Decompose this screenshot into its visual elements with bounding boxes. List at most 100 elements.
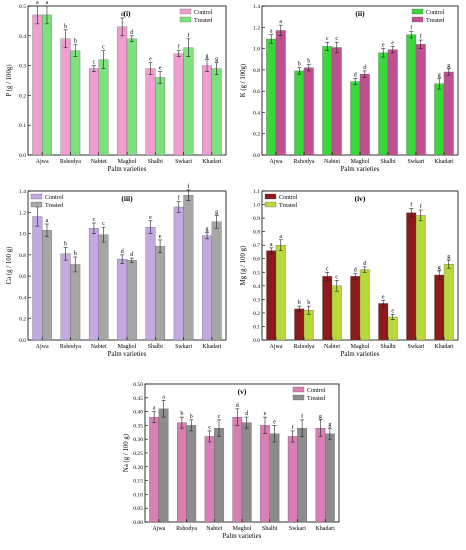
significance-letter: g <box>215 57 218 63</box>
x-tick-label: Rshodya <box>294 159 315 165</box>
significance-letter: a <box>279 19 282 25</box>
y-tick-label: 1.0 <box>253 203 260 209</box>
y-tick-label: 0.0 <box>253 338 260 344</box>
legend-label: Control <box>194 10 213 16</box>
bar <box>406 34 417 156</box>
significance-letter: e <box>391 40 394 46</box>
significance-letter: e <box>149 215 152 221</box>
chart-panel: 0.00 0.05 0.10 0.15 0.20 0.25 0.30 0.35 0.40 0.45… <box>123 382 340 540</box>
y-tick-label: 0.2 <box>253 132 260 138</box>
bar <box>406 212 417 341</box>
significance-letter: f <box>420 203 422 210</box>
y-tick-label: 0.9 <box>253 216 260 222</box>
legend-label: Treated <box>426 18 444 24</box>
significance-letter: a <box>270 242 273 248</box>
y-tick-label: 0.4 <box>253 284 260 290</box>
significance-letter: f <box>292 424 294 431</box>
significance-letter: e <box>382 295 385 301</box>
y-tick-label: 1.0 <box>253 47 260 53</box>
bar <box>126 260 137 341</box>
bar <box>434 274 445 341</box>
bar <box>269 433 280 523</box>
significance-letter: c <box>208 425 211 431</box>
x-tick-label: Maghol <box>118 344 137 350</box>
bar <box>214 428 224 523</box>
bar <box>275 30 286 156</box>
significance-letter: f <box>178 44 180 51</box>
bar <box>155 77 166 156</box>
significance-letter: a <box>153 406 156 412</box>
x-tick-label: Maghol <box>351 344 370 350</box>
y-tick-label: 0.8 <box>19 253 26 259</box>
bar <box>183 195 194 341</box>
y-tick-label: 1.2 <box>253 25 260 31</box>
legend-swatch <box>292 386 305 393</box>
significance-letter: d <box>245 411 248 417</box>
bar <box>378 303 389 341</box>
x-tick-label: Swkari <box>289 526 306 532</box>
x-tick-label: Rshodya <box>176 526 197 532</box>
bar <box>331 285 342 341</box>
y-tick-label: 0.45 <box>133 396 143 402</box>
bar <box>387 49 398 156</box>
x-tick-label: Ajwa <box>270 344 283 350</box>
x-tick-label: Nabtet <box>324 159 340 165</box>
bar <box>350 81 361 156</box>
bar <box>126 38 137 156</box>
bar <box>443 71 454 156</box>
bar <box>275 245 286 341</box>
bar <box>315 428 326 523</box>
significance-letter: b <box>298 62 301 68</box>
panel-label: (iv) <box>355 194 366 203</box>
bar <box>303 310 314 341</box>
y-tick-label: 0.3 <box>253 297 260 303</box>
significance-letter: c <box>102 221 105 227</box>
y-tick-label: 1.4 <box>19 189 26 195</box>
significance-letter: c <box>335 36 338 42</box>
bar <box>32 14 43 156</box>
legend-label: Treated <box>45 203 63 209</box>
bar <box>145 68 156 156</box>
x-tick-label: Swkari <box>175 344 192 350</box>
bar <box>145 227 156 341</box>
x-tick-label: Ajwa <box>36 159 49 165</box>
bar <box>41 14 52 156</box>
x-tick-label: Ajwa <box>152 526 165 532</box>
y-tick-label: 0.1 <box>19 123 26 129</box>
bar <box>60 253 71 341</box>
legend-swatch <box>411 16 424 23</box>
y-axis-label: Ca (g / 100 g) <box>6 247 13 285</box>
significance-letter: b <box>180 411 183 417</box>
x-tick-label: Shalbi <box>262 526 278 532</box>
bar <box>322 276 333 341</box>
legend-label: Control <box>426 10 445 16</box>
significance-letter: d <box>354 268 357 274</box>
bar <box>303 67 314 156</box>
x-tick-label: Khadari <box>434 344 454 350</box>
y-tick-label: 0.0 <box>19 338 26 344</box>
significance-letter: g <box>438 72 441 78</box>
legend-swatch <box>179 16 192 23</box>
x-axis-label: Palm varieties <box>223 533 262 540</box>
legend-swatch <box>30 193 43 200</box>
bar <box>98 234 109 341</box>
bar <box>294 308 305 341</box>
significance-letter: e <box>159 234 162 240</box>
significance-letter: c <box>218 414 221 420</box>
bar <box>98 59 109 156</box>
y-tick-label: 0.8 <box>253 230 260 236</box>
panel-label: (v) <box>238 387 247 396</box>
chart-panel: 0.0 0.1 0.2 0.3 0.4 0.5 0.6 0.7 0.8 0.9 1.0 1.1 aa Aj… <box>240 189 459 358</box>
significance-letter: a <box>46 218 49 224</box>
y-tick-label: 0.10 <box>133 492 143 498</box>
bar <box>202 235 213 341</box>
significance-letter: b <box>307 59 310 65</box>
legend-label: Treated <box>307 396 325 402</box>
significance-letter: c <box>335 274 338 280</box>
y-tick-label: 0.6 <box>253 257 260 263</box>
bar <box>158 408 169 523</box>
bar <box>32 216 43 341</box>
significance-letter: d <box>354 72 357 78</box>
bar <box>359 269 370 341</box>
